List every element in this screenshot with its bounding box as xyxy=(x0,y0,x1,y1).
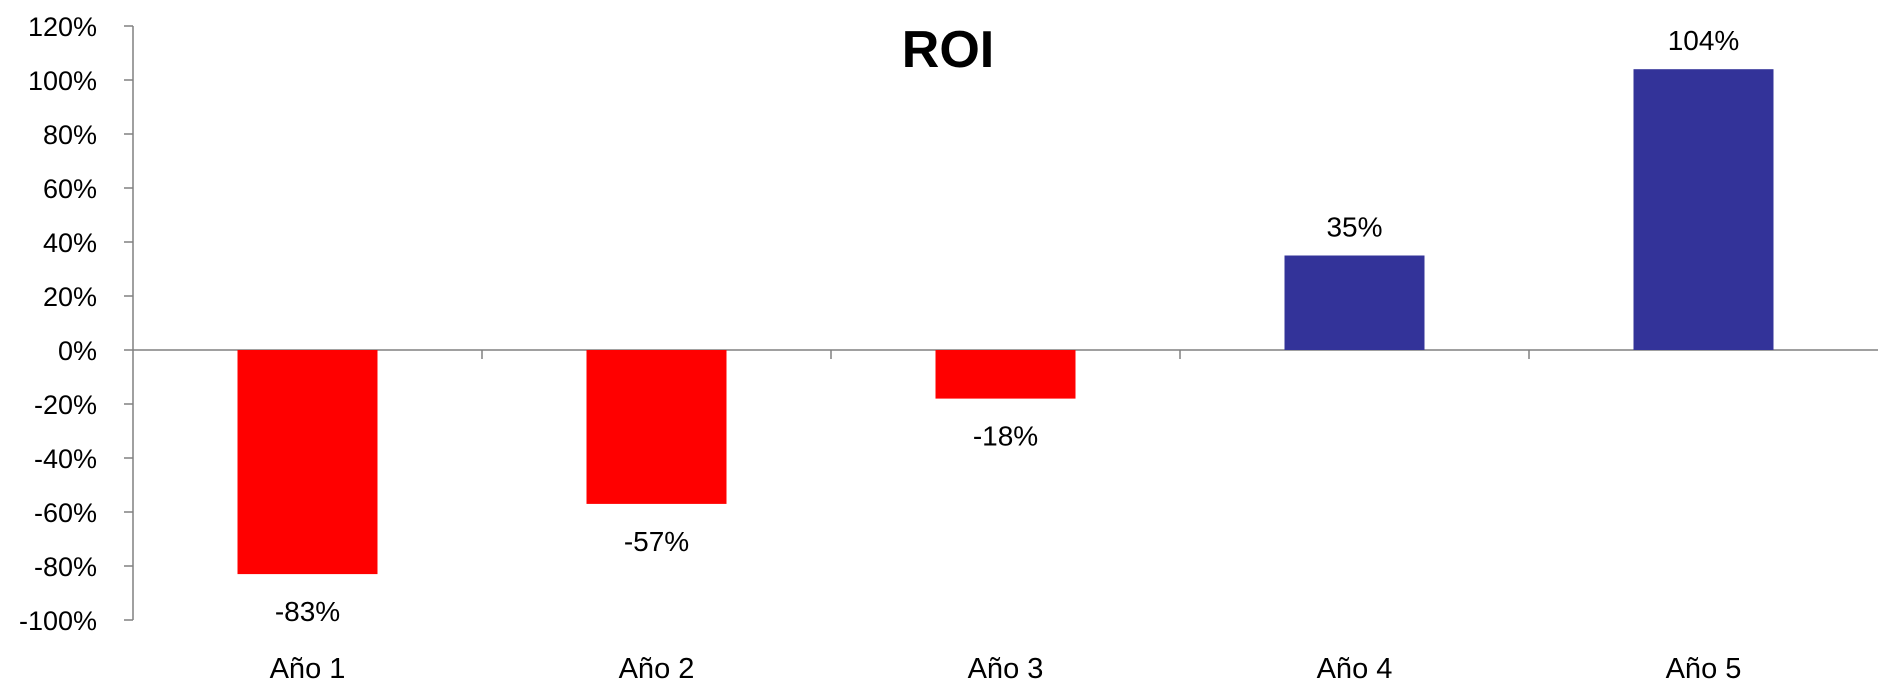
y-tick-label: -60% xyxy=(34,498,97,528)
category-label: Año 3 xyxy=(968,653,1044,685)
bar xyxy=(935,350,1076,399)
chart-title: ROI xyxy=(902,21,994,79)
data-label: -18% xyxy=(973,421,1038,452)
y-tick-label: 60% xyxy=(43,174,97,204)
bar xyxy=(1284,255,1425,350)
data-label: 104% xyxy=(1668,25,1740,56)
y-axis: 120% 100% 80% 60% 40% 20% 0% -20% -40% -60% -80% -1… xyxy=(19,12,134,636)
bar xyxy=(237,350,378,575)
y-tick-label: -80% xyxy=(34,552,97,582)
data-label: 35% xyxy=(1326,212,1382,243)
y-tick-label: -40% xyxy=(34,444,97,474)
bars xyxy=(237,69,1774,575)
y-tick-label: -20% xyxy=(34,390,97,420)
category-label: Año 1 xyxy=(270,653,346,685)
y-tick-label: 80% xyxy=(43,120,97,150)
category-labels: Año 1 Año 2 Año 3 Año 4 Año 5 xyxy=(270,653,1742,685)
category-label: Año 4 xyxy=(1317,653,1393,685)
category-label: Año 2 xyxy=(619,653,695,685)
bar xyxy=(586,350,727,504)
data-labels: -83% -57% -18% 35% 104% xyxy=(275,25,1740,627)
data-label: -83% xyxy=(275,596,340,627)
y-tick-label: 40% xyxy=(43,228,97,258)
y-tick-label: 0% xyxy=(58,336,97,366)
y-tick-label: 20% xyxy=(43,282,97,312)
y-tick-label: 120% xyxy=(28,12,97,42)
bar xyxy=(1633,69,1774,350)
y-tick-label: 100% xyxy=(28,66,97,96)
y-tick-label: -100% xyxy=(19,606,97,636)
category-label: Año 5 xyxy=(1666,653,1742,685)
data-label: -57% xyxy=(624,526,689,557)
